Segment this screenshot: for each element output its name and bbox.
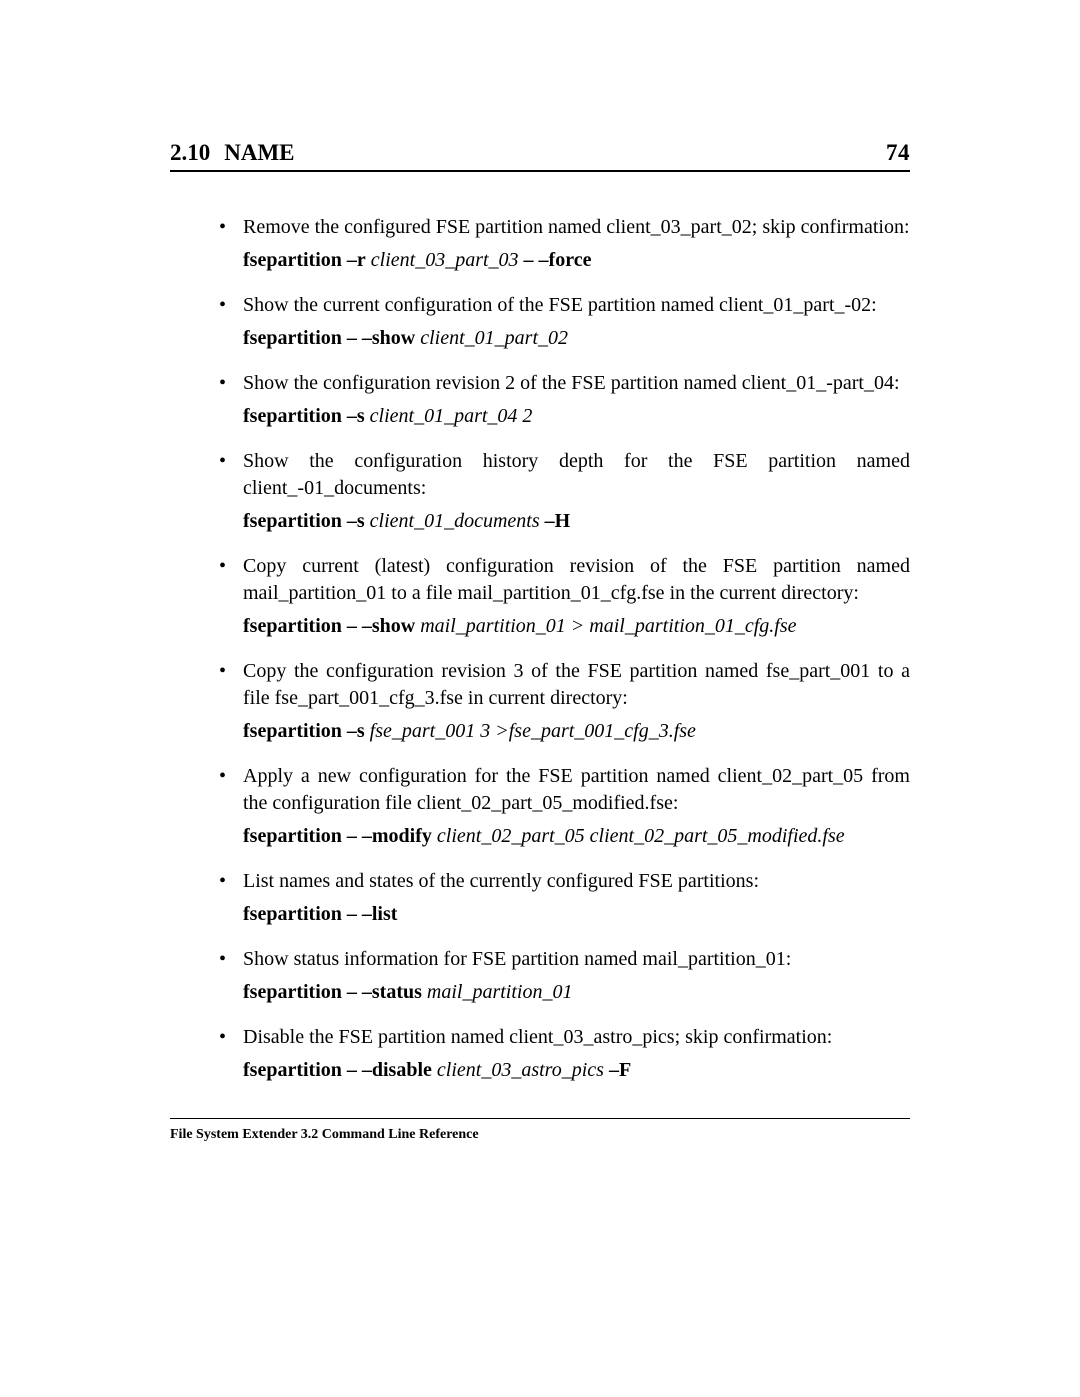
example-description: Show the current configuration of the FS…: [243, 292, 910, 319]
cmd-italic: mail_partition_01 > mail_partition_01_cf…: [415, 615, 796, 637]
footer-text: File System Extender 3.2 Command Line Re…: [170, 1127, 910, 1143]
cmd-bold: fsepartition – –list: [243, 903, 397, 925]
content-area: Remove the configured FSE partition name…: [170, 214, 910, 1084]
example-description: Show status information for FSE partitio…: [243, 946, 910, 973]
cmd-italic: client_03_part_03: [366, 249, 524, 271]
list-item: Show status information for FSE partitio…: [215, 946, 910, 1006]
cmd-italic: client_01_part_02: [415, 327, 568, 349]
example-command: fsepartition – –status mail_partition_01: [243, 979, 910, 1006]
example-command: fsepartition –s fse_part_001 3 >fse_part…: [243, 718, 910, 745]
section-heading: 2.10 NAME: [170, 140, 295, 166]
list-item: Show the current configuration of the FS…: [215, 292, 910, 352]
list-item: Remove the configured FSE partition name…: [215, 214, 910, 274]
cmd-bold: fsepartition – –show: [243, 615, 415, 637]
footer-rule: [170, 1118, 910, 1119]
page-header: 2.10 NAME 74: [170, 140, 910, 172]
example-command: fsepartition – –show mail_partition_01 >…: [243, 613, 910, 640]
cmd-bold: fsepartition –s: [243, 720, 365, 742]
cmd-bold: fsepartition – –modify: [243, 825, 432, 847]
example-description: Show the configuration revision 2 of the…: [243, 370, 910, 397]
list-item: List names and states of the currently c…: [215, 868, 910, 928]
cmd-bold: fsepartition – –status: [243, 981, 422, 1003]
cmd-bold: –F: [609, 1059, 631, 1081]
page-number: 74: [886, 140, 910, 166]
list-item: Disable the FSE partition named client_0…: [215, 1024, 910, 1084]
example-description: Copy current (latest) configuration revi…: [243, 553, 910, 607]
example-description: List names and states of the currently c…: [243, 868, 910, 895]
section-title: NAME: [224, 140, 294, 165]
cmd-bold: fsepartition –s: [243, 510, 365, 532]
cmd-bold: fsepartition –s: [243, 405, 365, 427]
example-command: fsepartition –s client_01_documents –H: [243, 508, 910, 535]
list-item: Copy current (latest) configuration revi…: [215, 553, 910, 640]
example-description: Remove the configured FSE partition name…: [243, 214, 910, 241]
cmd-italic: client_03_astro_pics: [432, 1059, 609, 1081]
example-description: Copy the configuration revision 3 of the…: [243, 658, 910, 712]
cmd-bold: fsepartition – –show: [243, 327, 415, 349]
example-command: fsepartition –r client_03_part_03 – –for…: [243, 247, 910, 274]
page: 2.10 NAME 74 Remove the configured FSE pa…: [0, 0, 1080, 1397]
example-description: Disable the FSE partition named client_0…: [243, 1024, 910, 1051]
list-item: Copy the configuration revision 3 of the…: [215, 658, 910, 745]
cmd-bold: –H: [545, 510, 571, 532]
example-list: Remove the configured FSE partition name…: [215, 214, 910, 1084]
example-command: fsepartition – –list: [243, 901, 910, 928]
example-command: fsepartition –s client_01_part_04 2: [243, 403, 910, 430]
cmd-bold: – –force: [524, 249, 592, 271]
example-description: Show the configuration history depth for…: [243, 448, 910, 502]
section-number: 2.10: [170, 140, 210, 166]
cmd-bold: fsepartition –r: [243, 249, 366, 271]
cmd-italic: client_02_part_05 client_02_part_05_modi…: [432, 825, 845, 847]
cmd-italic: fse_part_001 3 >fse_part_001_cfg_3.fse: [365, 720, 696, 742]
example-command: fsepartition – –show client_01_part_02: [243, 325, 910, 352]
list-item: Show the configuration revision 2 of the…: [215, 370, 910, 430]
cmd-bold: fsepartition – –disable: [243, 1059, 432, 1081]
cmd-italic: mail_partition_01: [422, 981, 573, 1003]
cmd-italic: client_01_documents: [365, 510, 545, 532]
example-command: fsepartition – –disable client_03_astro_…: [243, 1057, 910, 1084]
list-item: Apply a new configuration for the FSE pa…: [215, 763, 910, 850]
list-item: Show the configuration history depth for…: [215, 448, 910, 535]
cmd-italic: client_01_part_04 2: [365, 405, 533, 427]
example-description: Apply a new configuration for the FSE pa…: [243, 763, 910, 817]
example-command: fsepartition – –modify client_02_part_05…: [243, 823, 910, 850]
